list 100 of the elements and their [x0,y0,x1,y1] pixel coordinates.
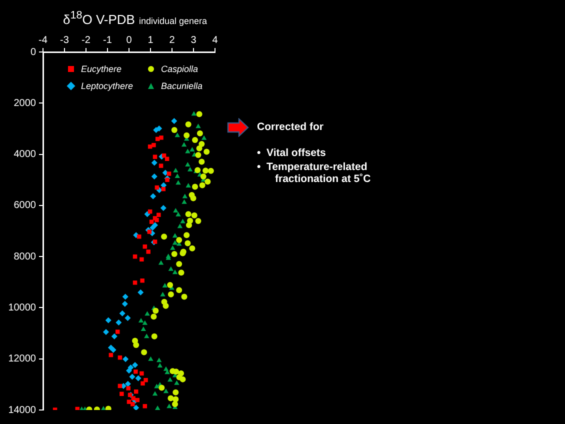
point [191,111,197,116]
point [144,378,148,382]
point [144,211,150,218]
point [198,158,205,165]
point [184,132,190,138]
point [172,389,179,396]
point [176,287,182,294]
point [190,146,195,152]
point [150,314,157,320]
point [154,405,160,410]
point [185,211,192,218]
point [177,224,183,228]
point [200,174,206,180]
point [119,310,126,316]
x-tick-label: -3 [60,34,70,46]
x-tick-label: -4 [38,34,48,46]
point [152,391,158,396]
point [168,395,174,402]
point [160,292,166,296]
point [105,317,112,324]
point [173,168,178,172]
point [116,320,122,326]
point [180,218,186,224]
point [122,300,128,307]
point [184,232,190,238]
y-tick-label: 14000 [8,404,36,416]
point [181,294,188,300]
point [130,402,135,406]
point [160,204,166,211]
point [122,294,128,300]
text: Corrected for [257,121,325,133]
y-tick-label: 6000 [14,200,36,212]
point [176,212,181,216]
point [142,404,148,408]
point [156,212,161,218]
point [199,182,206,188]
point [158,164,164,168]
point [168,266,174,271]
point [170,245,176,250]
point [140,381,145,386]
point [178,270,184,276]
text: • Vital offsets [257,147,327,159]
point [163,388,169,394]
point [176,180,181,185]
y-tick-label: 0 [30,46,36,58]
point [204,178,211,185]
point [102,329,109,336]
point [204,148,210,155]
point [161,234,168,240]
x-tick-label: 0 [126,34,132,46]
point [174,174,180,178]
point [111,333,118,340]
point [162,302,169,309]
point [140,371,144,376]
point [180,376,186,382]
point [148,356,154,361]
point [120,392,124,396]
point [152,308,159,314]
point [195,152,202,158]
point [186,222,192,228]
x-tick-label: -1 [103,34,112,46]
point [185,121,192,128]
point [75,406,80,410]
point [167,377,173,382]
x-tick-label: -2 [82,34,91,46]
point [171,251,178,258]
point [181,142,187,147]
point [196,111,202,118]
y-tick-label: 12000 [8,354,36,365]
y-tick-label: 2000 [14,98,36,109]
point [192,136,198,143]
point [126,386,130,390]
y-tick-label: 10000 [8,302,36,314]
point [172,233,178,238]
point [133,342,140,348]
point [142,320,148,325]
point [141,349,148,356]
point [140,326,146,331]
point [132,280,138,285]
x-tick-label: 1 [148,34,154,46]
x-tick-label: 4 [212,34,218,46]
point [172,240,178,245]
point [134,370,138,374]
point [174,132,180,138]
x-tick-label: 3 [190,34,197,46]
point [124,380,131,387]
point [150,224,156,231]
point [173,368,180,375]
point [198,141,205,148]
point [201,135,207,140]
point [133,404,140,410]
point [110,346,116,353]
point [166,404,172,408]
point [144,311,150,316]
legend-label: Eucythere [81,64,122,74]
point [176,236,182,243]
point [115,330,120,334]
point [171,126,178,133]
point [158,384,165,391]
point [140,278,144,283]
